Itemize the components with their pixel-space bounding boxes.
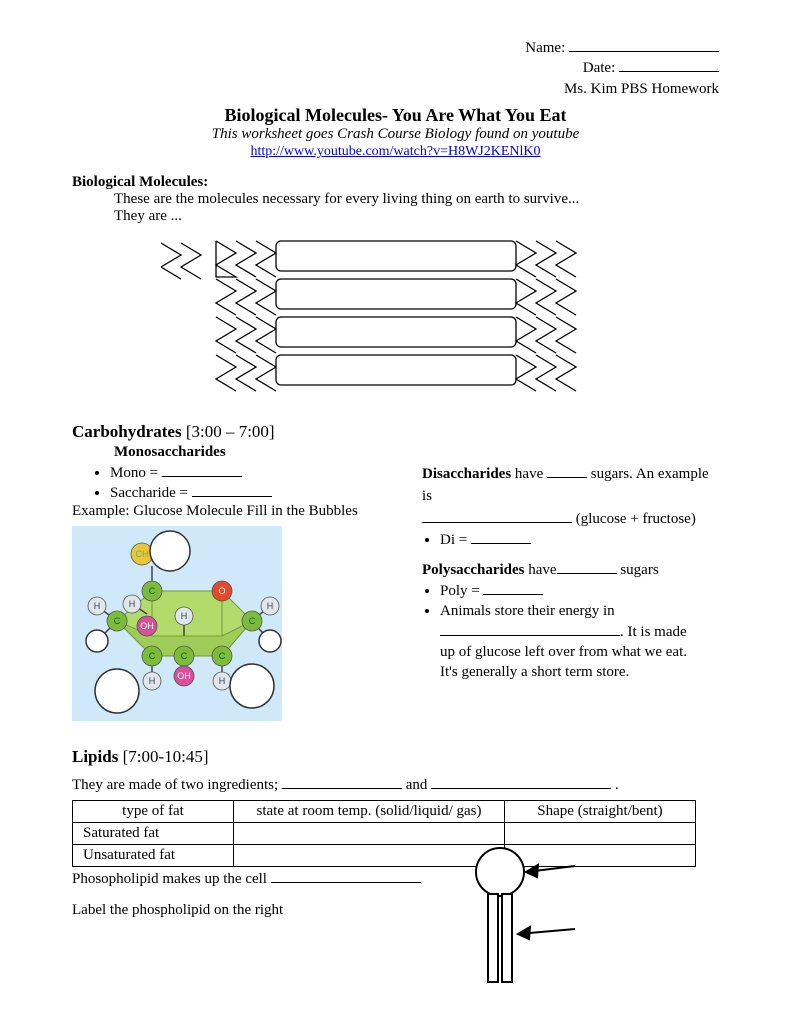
ingredient-blank-2[interactable] bbox=[431, 788, 611, 789]
col-state: state at room temp. (solid/liquid/ gas) bbox=[234, 801, 505, 823]
sacch-blank[interactable] bbox=[192, 496, 272, 497]
disacc-strong: Disaccharides bbox=[422, 466, 511, 482]
svg-text:H: H bbox=[267, 601, 274, 611]
svg-text:H: H bbox=[149, 676, 156, 686]
phospholipid-diagram bbox=[440, 844, 640, 984]
poly-label: Poly = bbox=[440, 583, 480, 599]
sacch-label: Saccharide = bbox=[110, 485, 188, 501]
lipids-heading: Lipids bbox=[72, 747, 118, 766]
date-blank[interactable] bbox=[619, 71, 719, 72]
phospho-pre: Phosopholipid makes up the cell bbox=[72, 871, 271, 887]
worksheet-page: Name: Date: Ms. Kim PBS Homework Biologi… bbox=[0, 0, 791, 1024]
banner-diagram bbox=[161, 235, 631, 400]
name-label: Name: bbox=[525, 40, 565, 56]
class-line: Ms. Kim PBS Homework bbox=[564, 81, 719, 97]
mono-heading: Monosaccharides bbox=[114, 444, 719, 461]
poly-eq-blank[interactable] bbox=[483, 594, 543, 595]
svg-text:OH: OH bbox=[140, 621, 154, 631]
svg-text:H: H bbox=[181, 611, 188, 621]
lipids-ingredients: They are made of two ingredients; and . bbox=[72, 777, 719, 794]
cell-sat-type: Saturated fat bbox=[73, 823, 234, 845]
svg-text:OH: OH bbox=[177, 671, 191, 681]
svg-text:C: C bbox=[219, 651, 226, 661]
cell-sat-state[interactable] bbox=[234, 823, 505, 845]
cell-sat-shape[interactable] bbox=[505, 823, 696, 845]
sacch-bullet: Saccharide = bbox=[110, 483, 392, 503]
carbs-timestamp: [3:00 – 7:00] bbox=[186, 422, 275, 441]
svg-text:C: C bbox=[114, 616, 121, 626]
svg-text:H: H bbox=[219, 676, 226, 686]
bio-molecules-heading: Biological Molecules: bbox=[72, 174, 719, 191]
ingredients-post: . bbox=[611, 777, 619, 793]
animals-bullet: Animals store their energy in . It is ma… bbox=[440, 601, 719, 682]
mono-label: Mono = bbox=[110, 465, 158, 481]
animals-blank[interactable] bbox=[440, 635, 620, 636]
poly-strong: Polysaccharides bbox=[422, 562, 525, 578]
poly-line: Polysaccharides have sugars bbox=[422, 559, 719, 582]
carbs-left-column: Mono = Saccharide = Example: Glucose Mol… bbox=[72, 463, 392, 722]
di-bullet: Di = bbox=[440, 530, 719, 550]
bio-mol-line2: They are ... bbox=[114, 208, 719, 225]
table-row: Saturated fat bbox=[73, 823, 696, 845]
carbs-two-column: Mono = Saccharide = Example: Glucose Mol… bbox=[72, 463, 719, 722]
title-block: Biological Molecules- You Are What You E… bbox=[72, 105, 719, 160]
poly-bullet: Poly = bbox=[440, 581, 719, 601]
disacc-line2: (glucose + fructose) bbox=[422, 508, 719, 531]
phospho-blank[interactable] bbox=[271, 882, 421, 883]
svg-text:C: C bbox=[149, 586, 156, 596]
ingredients-pre: They are made of two ingredients; bbox=[72, 777, 282, 793]
poly-text1: have bbox=[525, 562, 557, 578]
disacc-blank1[interactable] bbox=[547, 477, 587, 478]
animals-line1: Animals store their energy in bbox=[440, 603, 615, 619]
disacc-text1: have bbox=[511, 466, 547, 482]
svg-text:C: C bbox=[249, 616, 256, 626]
carbs-right-column: Disaccharides have sugars. An example is… bbox=[422, 463, 719, 722]
ingredients-mid: and bbox=[402, 777, 431, 793]
mono-bullet: Mono = bbox=[110, 463, 392, 483]
date-label: Date: bbox=[583, 60, 615, 76]
page-title: Biological Molecules- You Are What You E… bbox=[72, 105, 719, 126]
animals-line3: up of glucose left over from what we eat… bbox=[440, 644, 687, 660]
banner-row bbox=[161, 243, 201, 279]
poly-blank1[interactable] bbox=[557, 573, 617, 574]
ingredient-blank-1[interactable] bbox=[282, 788, 402, 789]
poly-text2: sugars bbox=[617, 562, 659, 578]
col-type: type of fat bbox=[73, 801, 234, 823]
example-line: Example: Glucose Molecule Fill in the Bu… bbox=[72, 503, 392, 520]
name-blank[interactable] bbox=[569, 51, 719, 52]
carbs-heading: Carbohydrates [3:00 – 7:00] bbox=[72, 422, 719, 442]
bio-mol-line1: These are the molecules necessary for ev… bbox=[114, 191, 719, 208]
table-header-row: type of fat state at room temp. (solid/l… bbox=[73, 801, 696, 823]
header-block: Name: Date: Ms. Kim PBS Homework bbox=[72, 38, 719, 99]
mono-blank[interactable] bbox=[162, 476, 242, 477]
svg-text:H: H bbox=[129, 599, 136, 609]
disacc-line: Disaccharides have sugars. An example is bbox=[422, 463, 719, 508]
animals-line2: . It is made bbox=[620, 624, 687, 640]
disacc-blank2[interactable] bbox=[422, 522, 572, 523]
disacc-paren: (glucose + fructose) bbox=[572, 511, 696, 527]
page-subtitle: This worksheet goes Crash Course Biology… bbox=[72, 126, 719, 143]
svg-text:H: H bbox=[94, 601, 101, 611]
lipids-timestamp: [7:00-10:45] bbox=[123, 747, 209, 766]
glucose-diagram: C O C C C C C H H H H H H OH OH bbox=[72, 526, 282, 721]
svg-text:CH: CH bbox=[136, 549, 149, 559]
svg-text:O: O bbox=[218, 586, 225, 596]
svg-text:C: C bbox=[149, 651, 156, 661]
col-shape: Shape (straight/bent) bbox=[505, 801, 696, 823]
lipids-heading-row: Lipids [7:00-10:45] bbox=[72, 747, 719, 767]
di-blank[interactable] bbox=[471, 543, 531, 544]
carbs-heading-text: Carbohydrates bbox=[72, 422, 182, 441]
cell-unsat-type: Unsaturated fat bbox=[73, 845, 234, 867]
animals-line4: It's generally a short term store. bbox=[440, 664, 629, 680]
youtube-link[interactable]: http://www.youtube.com/watch?v=H8WJ2KENl… bbox=[250, 144, 540, 159]
svg-text:C: C bbox=[181, 651, 188, 661]
di-label: Di = bbox=[440, 532, 467, 548]
